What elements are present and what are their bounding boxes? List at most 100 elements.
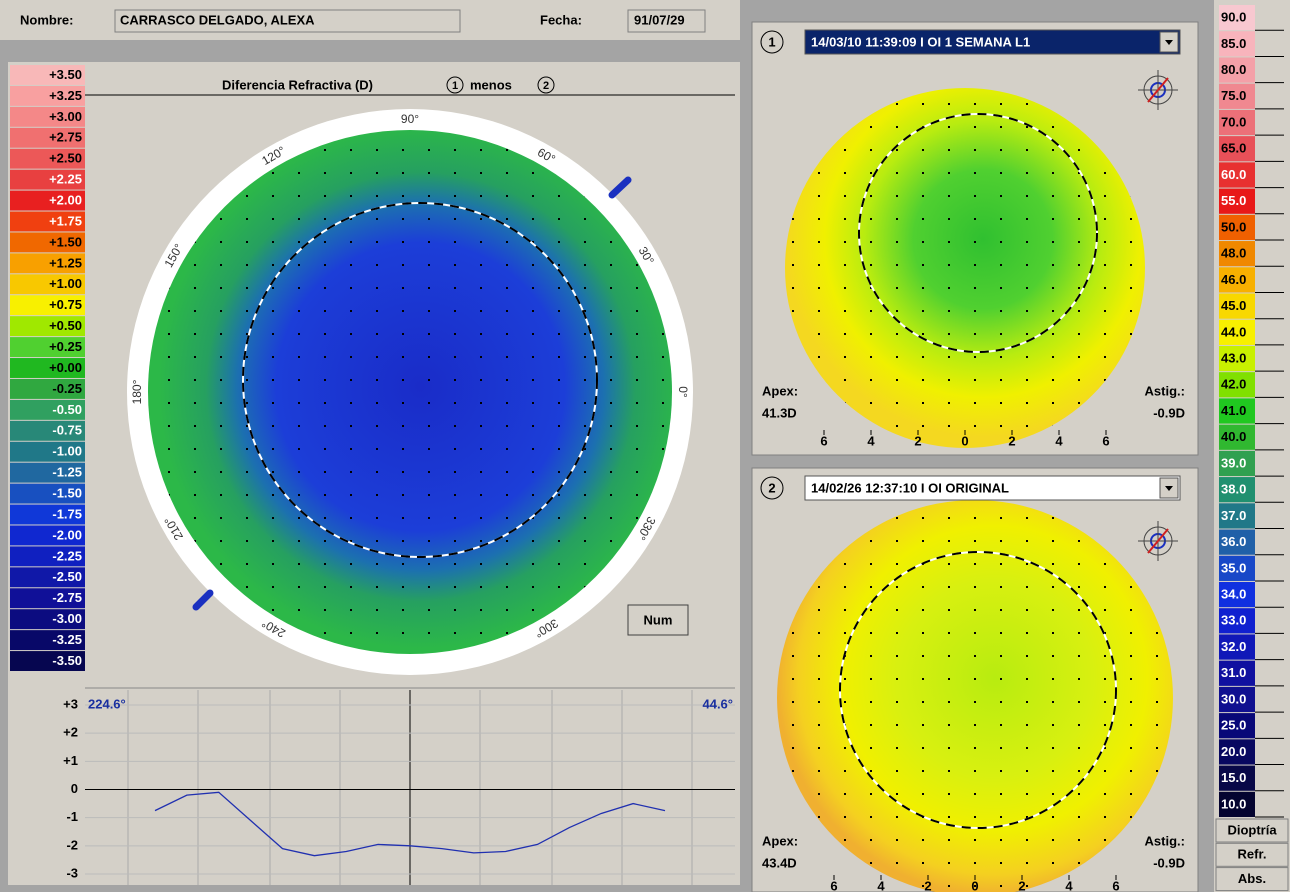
scale-label: -1.50: [52, 486, 82, 501]
scale-label: +0.25: [49, 339, 82, 354]
scale-label: 41.0: [1221, 403, 1246, 418]
x-tick-label: 6: [1112, 878, 1119, 892]
y-tick-label: -3: [66, 865, 78, 880]
right-meridian: 44.6°: [702, 696, 733, 711]
astig-label: Astig.:: [1145, 833, 1185, 848]
scale-label: -0.75: [52, 423, 82, 438]
y-tick-label: +2: [63, 725, 78, 740]
num-button-label[interactable]: Num: [644, 612, 673, 627]
scale-button-label[interactable]: Abs.: [1238, 871, 1266, 886]
x-tick-label: 0: [961, 433, 968, 448]
scale-label: 46.0: [1221, 272, 1246, 287]
scale-label: 80.0: [1221, 62, 1246, 77]
scale-label: +3.00: [49, 109, 82, 124]
exam-date: 91/07/29: [634, 12, 685, 27]
scale-label: -1.25: [52, 465, 82, 480]
scale-label: 20.0: [1221, 744, 1246, 759]
scale-label: +1.75: [49, 213, 82, 228]
scale-label: +3.25: [49, 88, 82, 103]
scale-label: -2.25: [52, 548, 82, 563]
app-window: Nombre: CARRASCO DELGADO, ALEXA Fecha: 91/0…: [0, 0, 1290, 892]
y-tick-label: 0: [71, 781, 78, 796]
scale-button-label[interactable]: Refr.: [1238, 847, 1267, 862]
x-tick-label: 6: [820, 433, 827, 448]
x-tick-label: 4: [1055, 433, 1063, 448]
scale-label: +0.75: [49, 297, 82, 312]
scale-label: -2.75: [52, 590, 82, 605]
x-tick-label: 4: [867, 433, 875, 448]
scale-label: +2.50: [49, 151, 82, 166]
scale-label: 25.0: [1221, 718, 1246, 733]
angle-label: 0°: [676, 386, 690, 398]
y-tick-label: -1: [66, 809, 78, 824]
x-tick-label: 4: [1065, 878, 1073, 892]
scale-label: 50.0: [1221, 219, 1246, 234]
scale-label: +0.50: [49, 318, 82, 333]
date-label: Fecha:: [540, 12, 582, 27]
scale-label: +1.50: [49, 234, 82, 249]
x-tick-label: 2: [924, 878, 931, 892]
x-tick-label: 2: [1018, 878, 1025, 892]
scale-label: 15.0: [1221, 770, 1246, 785]
scale-label: -3.25: [52, 632, 82, 647]
scale-label: 48.0: [1221, 246, 1246, 261]
scale-label: 90.0: [1221, 10, 1246, 25]
scale-label: -3.00: [52, 611, 82, 626]
scale-label: 85.0: [1221, 36, 1246, 51]
astig-label: Astig.:: [1145, 383, 1185, 398]
x-tick-label: 2: [914, 433, 921, 448]
left-meridian: 224.6°: [88, 696, 126, 711]
scale-label: -2.50: [52, 569, 82, 584]
apex-label: Apex:: [762, 383, 798, 398]
scale-label: 37.0: [1221, 508, 1246, 523]
scale-label: 60.0: [1221, 167, 1246, 182]
scale-label: 36.0: [1221, 534, 1246, 549]
scale-label: 65.0: [1221, 141, 1246, 156]
scale-label: 33.0: [1221, 613, 1246, 628]
scale-label: -2.00: [52, 527, 82, 542]
scale-label: 55.0: [1221, 193, 1246, 208]
scale-label: 45.0: [1221, 298, 1246, 313]
apex-value: 43.4D: [762, 855, 797, 870]
x-tick-label: 0: [971, 878, 978, 892]
scale-label: 40.0: [1221, 429, 1246, 444]
name-label: Nombre:: [20, 12, 73, 27]
x-tick-label: 6: [1102, 433, 1109, 448]
patient-name: CARRASCO DELGADO, ALEXA: [120, 12, 315, 27]
astig-value: -0.9D: [1153, 405, 1185, 420]
scale-label: -3.50: [52, 653, 82, 668]
y-tick-label: +3: [63, 696, 78, 711]
scale-label: +2.00: [49, 192, 82, 207]
apex-label: Apex:: [762, 833, 798, 848]
scale-label: -1.75: [52, 506, 82, 521]
scale-label: 38.0: [1221, 482, 1246, 497]
scale-label: 75.0: [1221, 88, 1246, 103]
exam-selection[interactable]: 14/02/26 12:37:10 I OI ORIGINAL: [811, 480, 1009, 495]
angle-label: 180°: [130, 379, 144, 404]
astig-value: -0.9D: [1153, 855, 1185, 870]
scale-label: 43.0: [1221, 350, 1246, 365]
scale-label: -1.00: [52, 444, 82, 459]
map-title: Diferencia Refractiva (D): [222, 77, 373, 92]
scale-label: 31.0: [1221, 665, 1246, 680]
x-tick-label: 4: [877, 878, 885, 892]
x-tick-label: 2: [1008, 433, 1015, 448]
angle-label: 90°: [401, 112, 419, 126]
scale-label: +0.00: [49, 360, 82, 375]
panel-number: 1: [768, 34, 775, 49]
apex-value: 41.3D: [762, 405, 797, 420]
page: Nombre: CARRASCO DELGADO, ALEXA Fecha: 91/0…: [0, 0, 1290, 892]
operator: menos: [470, 77, 512, 92]
scale-label: +3.50: [49, 67, 82, 82]
operand: 1: [452, 80, 458, 92]
scale-button-label[interactable]: Dioptría: [1227, 822, 1277, 837]
exam-selection[interactable]: 14/03/10 11:39:09 I OI 1 SEMANA L1: [811, 34, 1030, 49]
scale-label: 70.0: [1221, 114, 1246, 129]
scale-label: +2.75: [49, 130, 82, 145]
y-tick-label: +1: [63, 753, 78, 768]
x-tick-label: 6: [830, 878, 837, 892]
y-tick-label: -2: [66, 837, 78, 852]
scale-label: 32.0: [1221, 639, 1246, 654]
operand: 2: [543, 80, 549, 92]
panel-number: 2: [768, 480, 775, 495]
